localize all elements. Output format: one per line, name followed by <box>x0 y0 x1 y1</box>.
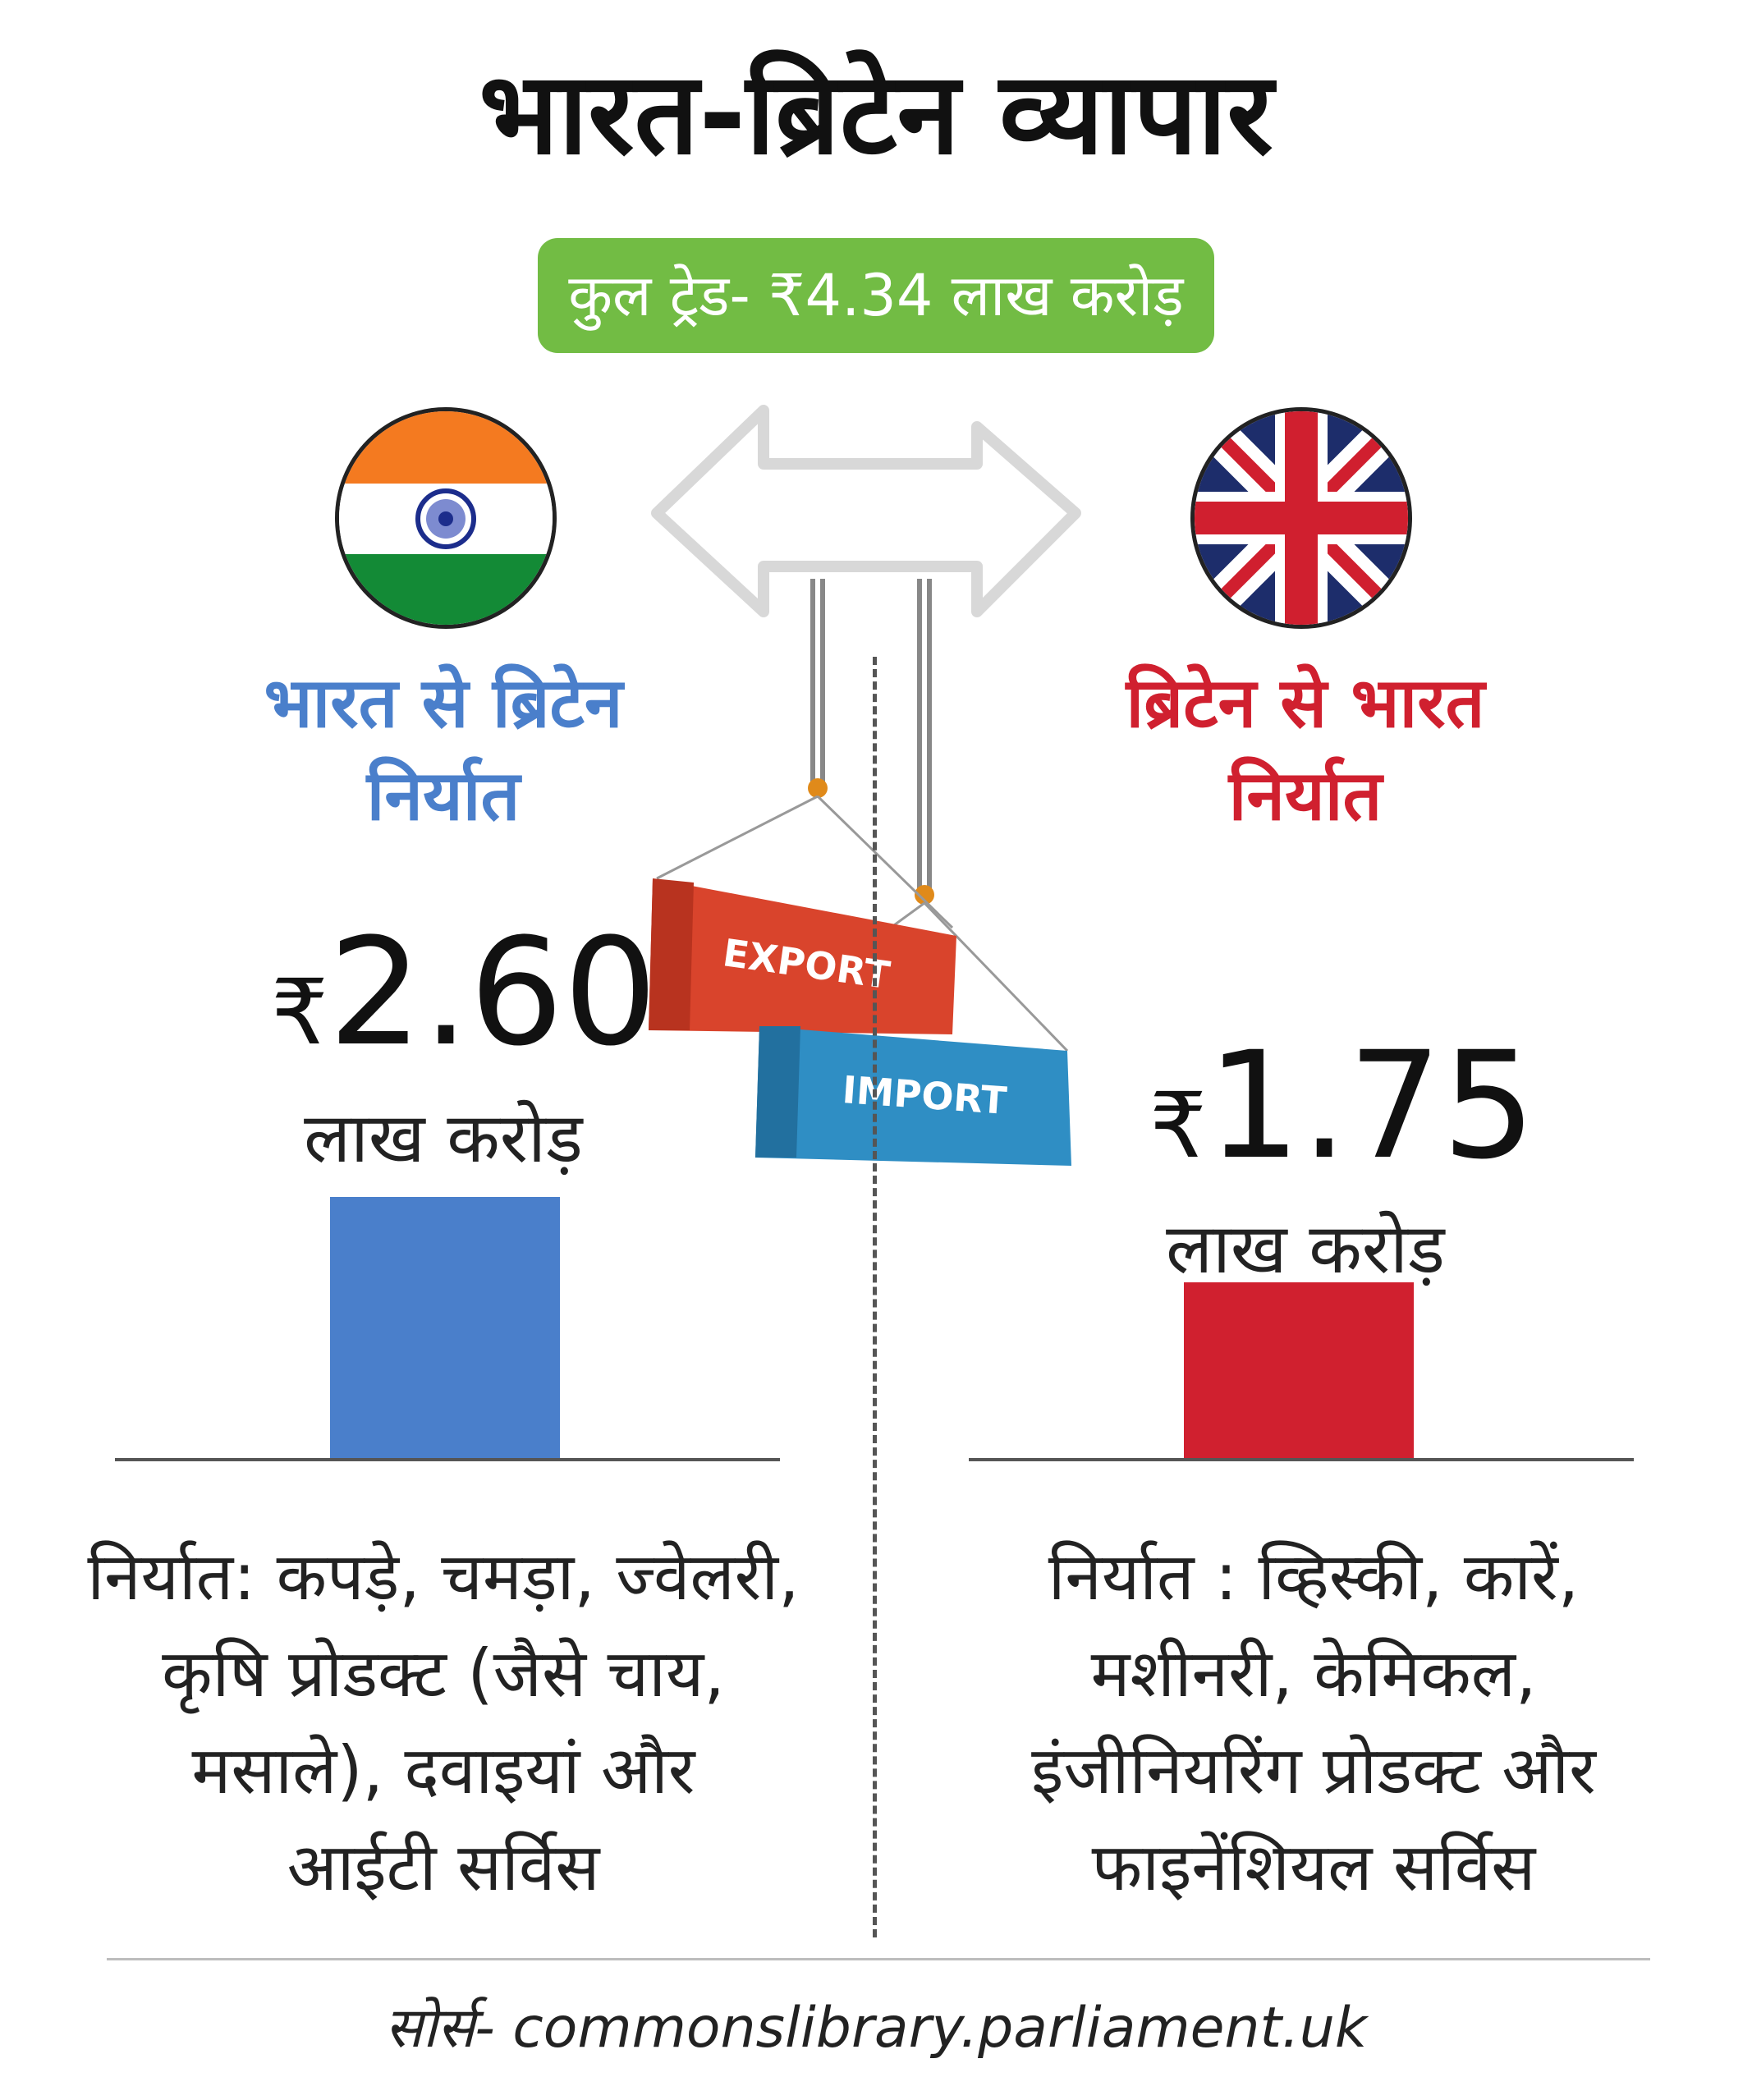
uk-export-bar <box>1184 1282 1414 1458</box>
uk-export-heading: ब्रिटेन से भारत निर्यात <box>1026 657 1585 843</box>
india-desc-line: कृषि प्रोडक्ट (जैसे चाय, <box>162 1635 725 1712</box>
india-desc-line: मसाले), दवाइयां और <box>191 1732 695 1809</box>
uk-heading-line2: निर्यात <box>1228 755 1383 837</box>
uk-value-number: 1.75 <box>1207 1020 1536 1192</box>
uk-export-description: निर्यात : व्हिस्की, कारें, मशीनरी, केमिक… <box>920 1529 1708 1916</box>
import-container: IMPORT <box>755 1026 1071 1166</box>
uk-currency-symbol: ₹ <box>1149 1073 1207 1178</box>
page-title: भारत-ब्रिटेन व्यापार <box>479 48 1273 180</box>
export-container: EXPORT <box>649 878 956 1034</box>
uk-desc-line: निर्यात : व्हिस्की, कारें, <box>1048 1538 1580 1615</box>
india-value-unit: लाख करोड़ <box>304 1098 583 1178</box>
uk-desc-line: फाइनेंशियल सर्विस <box>1091 1829 1536 1905</box>
center-divider <box>873 657 877 1937</box>
india-heading-line1: भारत से ब्रिटेन <box>264 663 623 743</box>
india-heading-line2: निर्यात <box>366 755 521 837</box>
uk-value-unit: लाख करोड़ <box>1166 1208 1445 1289</box>
india-export-description: निर्यात: कपड़े, चमड़ा, ज्वेलरी, कृषि प्र… <box>33 1529 854 1916</box>
india-baseline <box>115 1458 780 1461</box>
uk-baseline <box>969 1458 1634 1461</box>
total-trade-badge: कुल ट्रेड- ₹4.34 लाख करोड़ <box>538 238 1214 353</box>
uk-flag-icon <box>1190 407 1412 629</box>
india-desc-line: निर्यात: कपड़े, चमड़ा, ज्वेलरी, <box>87 1538 800 1615</box>
india-export-heading: भारत से ब्रिटेन निर्यात <box>164 657 722 843</box>
uk-desc-line: मशीनरी, केमिकल, <box>1090 1635 1537 1712</box>
footer-divider <box>107 1958 1650 1960</box>
double-arrow-icon <box>651 405 1081 617</box>
uk-heading-line1: ब्रिटेन से भारत <box>1126 663 1485 743</box>
india-flag-icon <box>335 407 557 629</box>
uk-export-value: ₹1.75 <box>1149 1033 1536 1181</box>
uk-desc-line: इंजीनियरिंग प्रोडक्ट और <box>1031 1732 1596 1809</box>
india-export-bar <box>330 1197 560 1458</box>
crane-containers-icon: EXPORT IMPORT <box>649 405 1081 1166</box>
india-currency-symbol: ₹ <box>271 960 328 1065</box>
india-value-number: 2.60 <box>328 907 658 1079</box>
source-credit: सोर्स- commonslibrary.parliament.uk <box>384 1996 1368 2061</box>
india-export-value: ₹2.60 <box>271 919 658 1067</box>
india-desc-line: आईटी सर्विस <box>287 1829 600 1905</box>
